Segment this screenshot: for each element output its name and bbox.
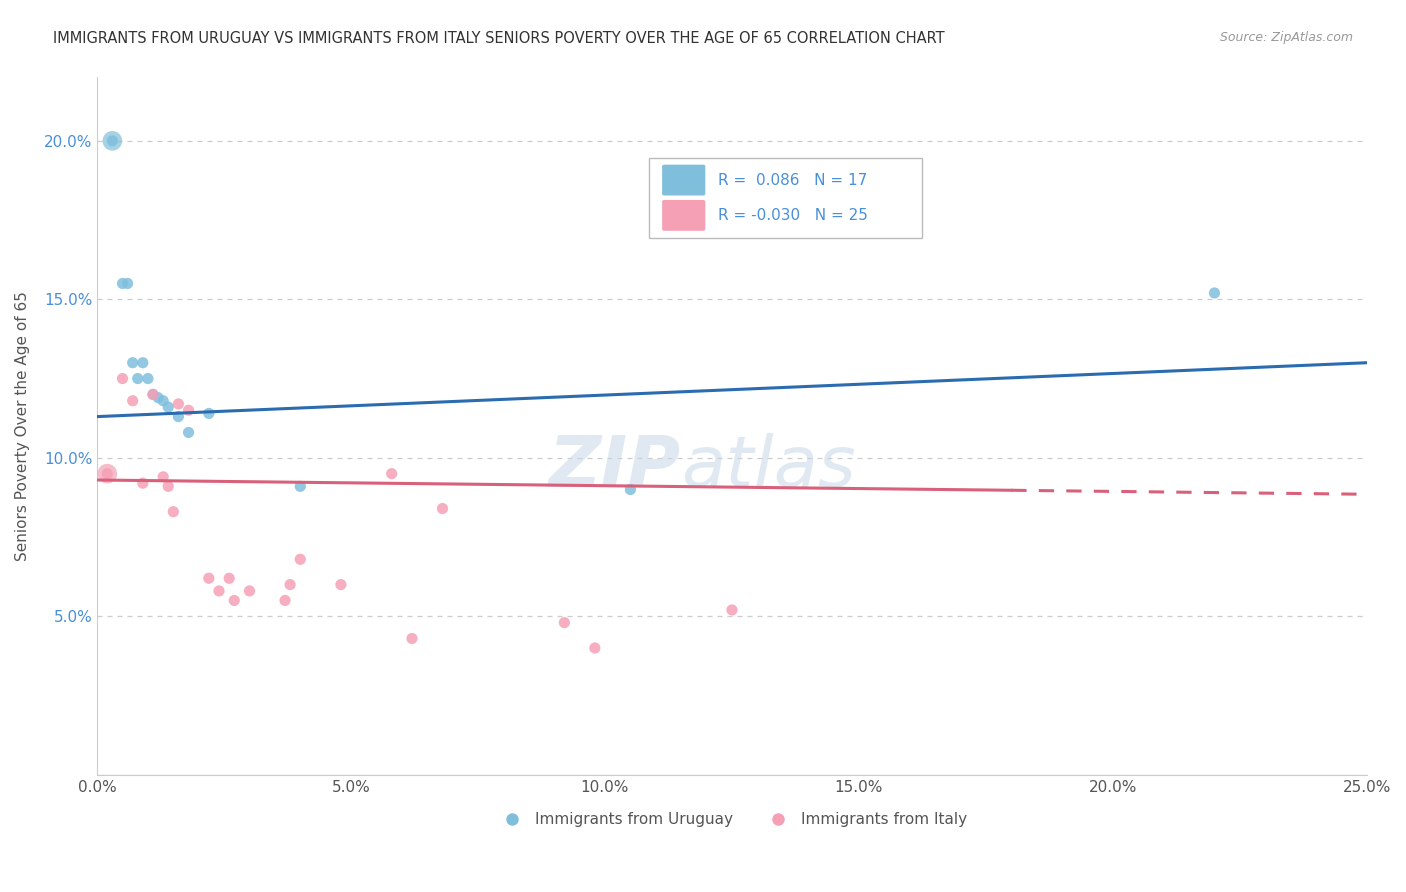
Legend: Immigrants from Uruguay, Immigrants from Italy: Immigrants from Uruguay, Immigrants from… [491,806,973,833]
Point [238,583,260,598]
Point [111,371,134,385]
Point [101,134,124,148]
Point [1204,285,1226,300]
FancyBboxPatch shape [650,158,922,238]
Point [157,479,180,493]
Point [224,593,246,607]
Text: ZIP: ZIP [548,434,681,502]
Point [121,356,143,370]
Point [177,403,200,417]
Text: Source: ZipAtlas.com: Source: ZipAtlas.com [1219,31,1353,45]
Point [721,603,744,617]
Point [121,393,143,408]
Text: R =  0.086   N = 17: R = 0.086 N = 17 [718,172,868,187]
Text: R = -0.030   N = 25: R = -0.030 N = 25 [718,208,868,223]
Point [127,371,149,385]
Y-axis label: Seniors Poverty Over the Age of 65: Seniors Poverty Over the Age of 65 [15,291,30,561]
Point [208,583,231,598]
Point [132,476,155,491]
Text: IMMIGRANTS FROM URUGUAY VS IMMIGRANTS FROM ITALY SENIORS POVERTY OVER THE AGE OF: IMMIGRANTS FROM URUGUAY VS IMMIGRANTS FR… [53,31,945,46]
Point [152,393,174,408]
Point [290,479,312,493]
Point [553,615,575,630]
Point [117,277,139,291]
Point [583,640,606,655]
Point [136,371,159,385]
Point [198,406,221,420]
Point [111,277,134,291]
Point [162,505,184,519]
Point [274,593,297,607]
Point [142,387,165,401]
Point [132,356,155,370]
Point [96,467,118,481]
Point [218,571,240,585]
Point [619,483,641,497]
Point [177,425,200,440]
Point [157,400,180,414]
Point [142,387,165,401]
Point [278,577,301,591]
FancyBboxPatch shape [662,165,706,195]
Point [401,632,423,646]
Point [432,501,454,516]
FancyBboxPatch shape [662,200,706,231]
Point [381,467,404,481]
Point [290,552,312,566]
Point [101,134,124,148]
Point [167,397,190,411]
Point [329,577,352,591]
Point [146,391,169,405]
Point [96,467,118,481]
Point [152,470,174,484]
Point [198,571,221,585]
Text: atlas: atlas [681,434,856,502]
Point [167,409,190,424]
